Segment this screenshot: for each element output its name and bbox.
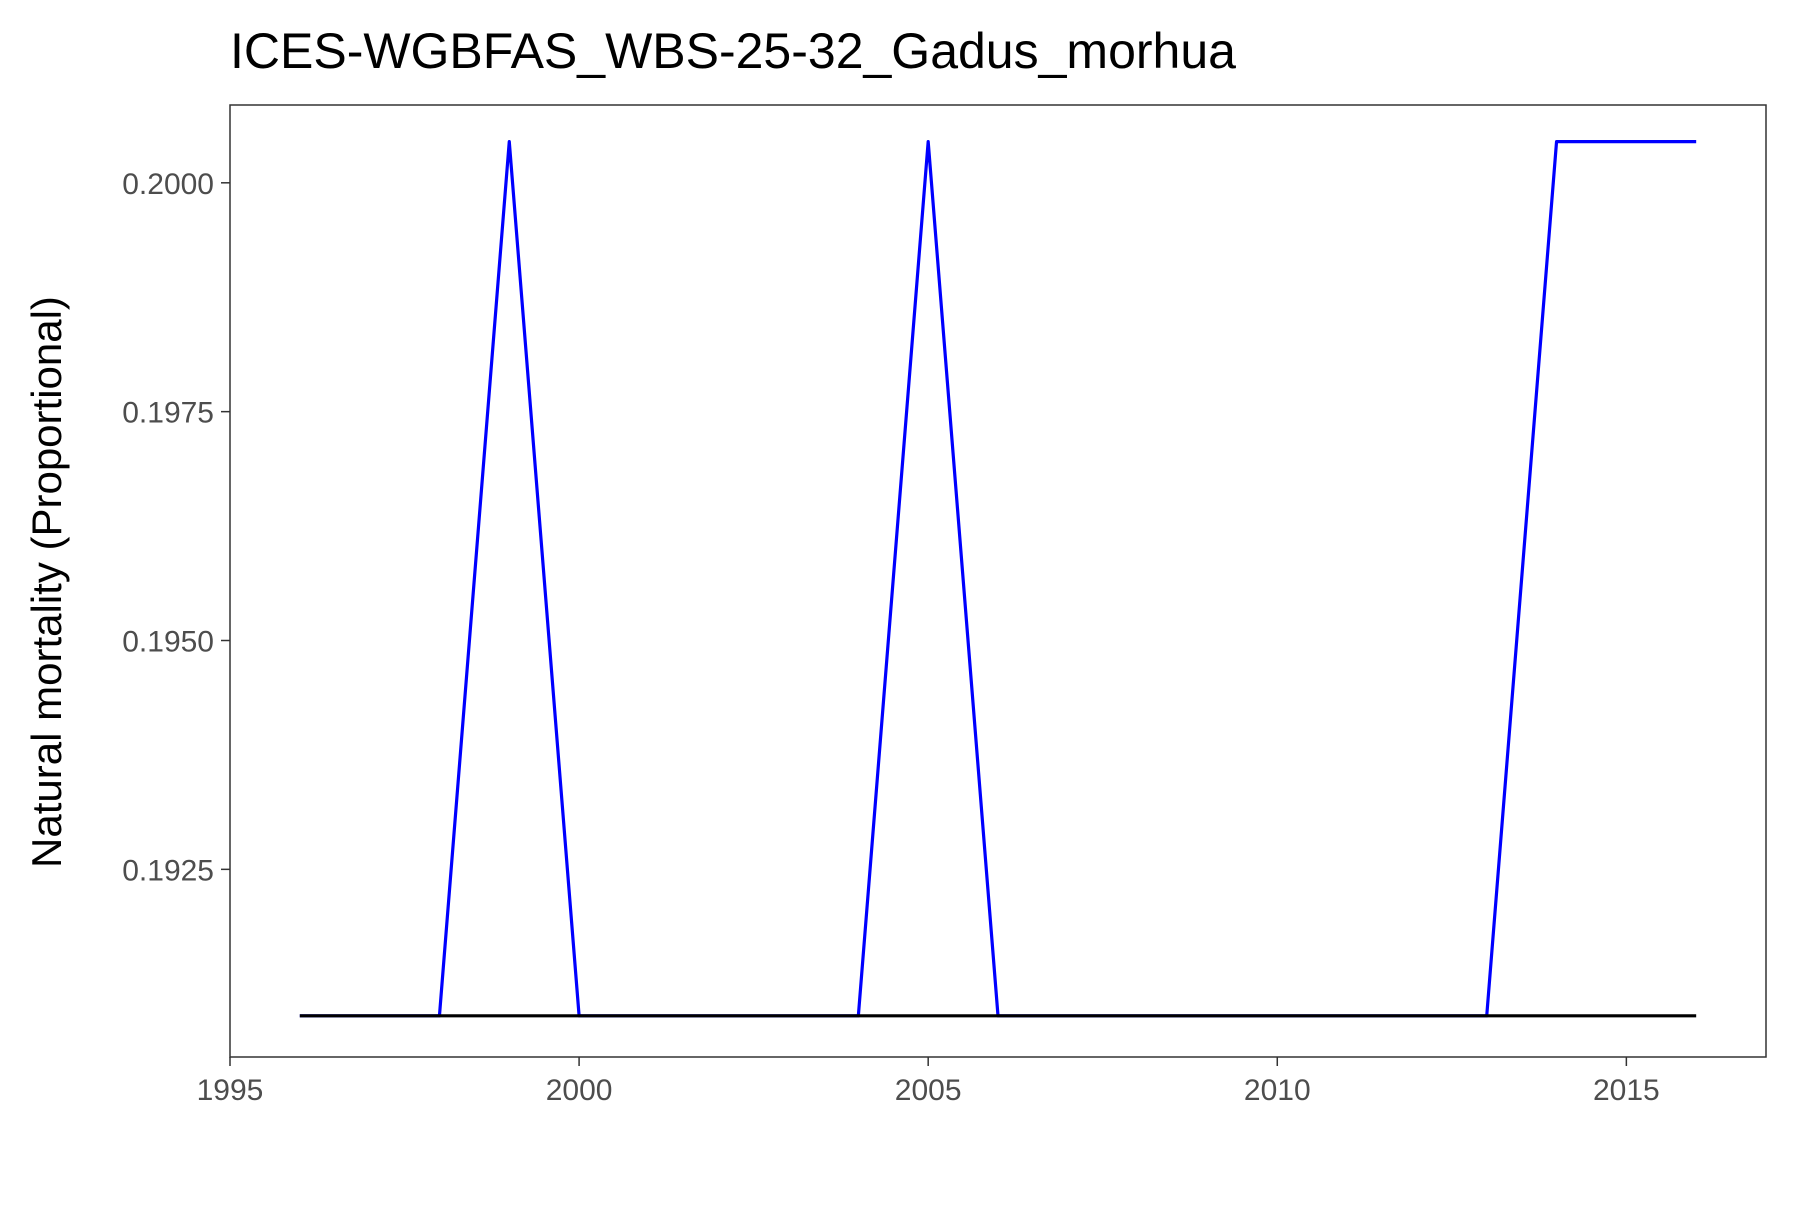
x-tick-label: 2015 [1593,1074,1660,1107]
y-tick-label: 0.2000 [122,168,214,201]
x-tick-label: 1995 [197,1074,264,1107]
y-axis-label: Natural mortality (Proportional) [23,296,70,868]
y-tick-label: 0.1975 [122,397,214,430]
series-layer [299,140,1697,1018]
chart-title: ICES-WGBFAS_WBS-25-32_Gadus_morhua [230,23,1236,79]
y-tick-label: 0.1950 [122,626,214,659]
plot-panel-border [229,104,1767,1058]
y-tick-label: 0.1925 [122,854,214,887]
x-tick-label: 2010 [1244,1074,1311,1107]
y-axis: 0.1925 0.1950 0.1975 0.2000 [122,168,230,887]
x-axis: 1995 2000 2005 2010 2015 [197,1057,1660,1107]
series-line-blue [299,140,1697,1018]
x-tick-label: 2000 [546,1074,613,1107]
x-tick-label: 2005 [895,1074,962,1107]
